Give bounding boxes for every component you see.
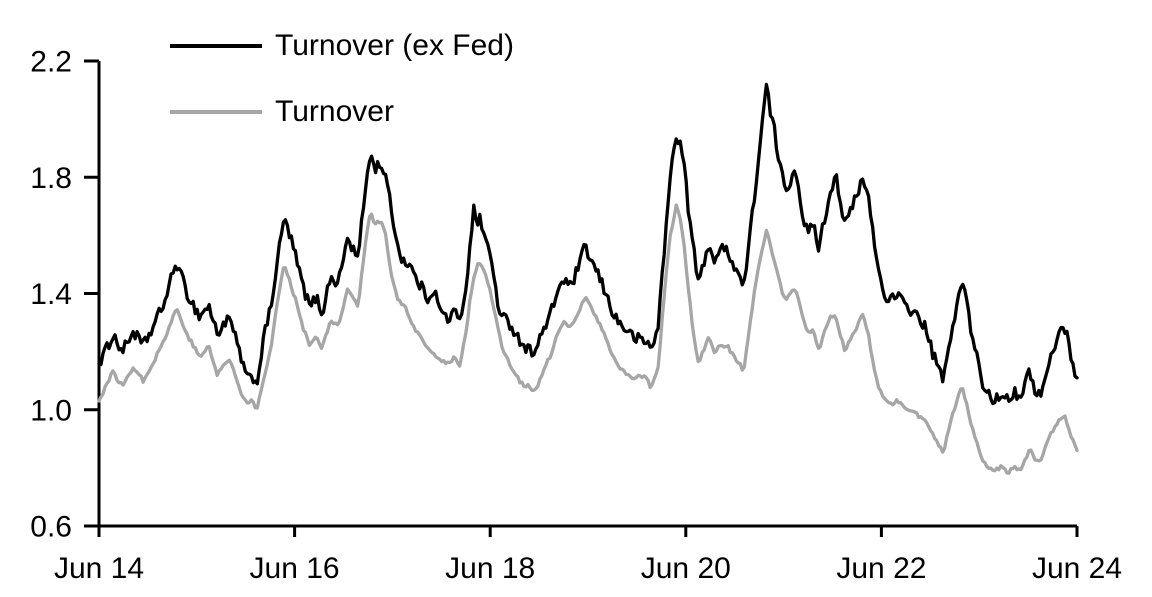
x-tick-label: Jun 20 xyxy=(641,552,731,585)
y-tick-label: 2.2 xyxy=(30,46,72,79)
x-tick-label: Jun 18 xyxy=(445,552,535,585)
x-tick-label: Jun 22 xyxy=(836,552,926,585)
x-tick-label: Jun 24 xyxy=(1032,552,1122,585)
y-tick-label: 1.4 xyxy=(30,278,72,311)
y-tick-label: 0.6 xyxy=(30,511,72,544)
legend-label-turnover: Turnover xyxy=(275,95,394,128)
axes xyxy=(84,59,1079,537)
legend-line-swatch-gray xyxy=(170,110,262,114)
legend-item-turnover: Turnover xyxy=(170,94,514,130)
chart-legend: Turnover (ex Fed) Turnover xyxy=(170,28,514,160)
x-tick-label: Jun 14 xyxy=(54,552,144,585)
y-tick-label: 1.8 xyxy=(30,162,72,195)
x-tick-label: Jun 16 xyxy=(250,552,340,585)
legend-label-turnover-ex-fed: Turnover (ex Fed) xyxy=(275,29,514,62)
series-line-turnover-ex-fed xyxy=(97,82,1079,406)
y-tick-label: 1.0 xyxy=(30,394,72,427)
legend-item-turnover-ex-fed: Turnover (ex Fed) xyxy=(170,28,514,64)
series-line-turnover xyxy=(97,203,1079,475)
legend-line-swatch-black xyxy=(170,44,262,48)
